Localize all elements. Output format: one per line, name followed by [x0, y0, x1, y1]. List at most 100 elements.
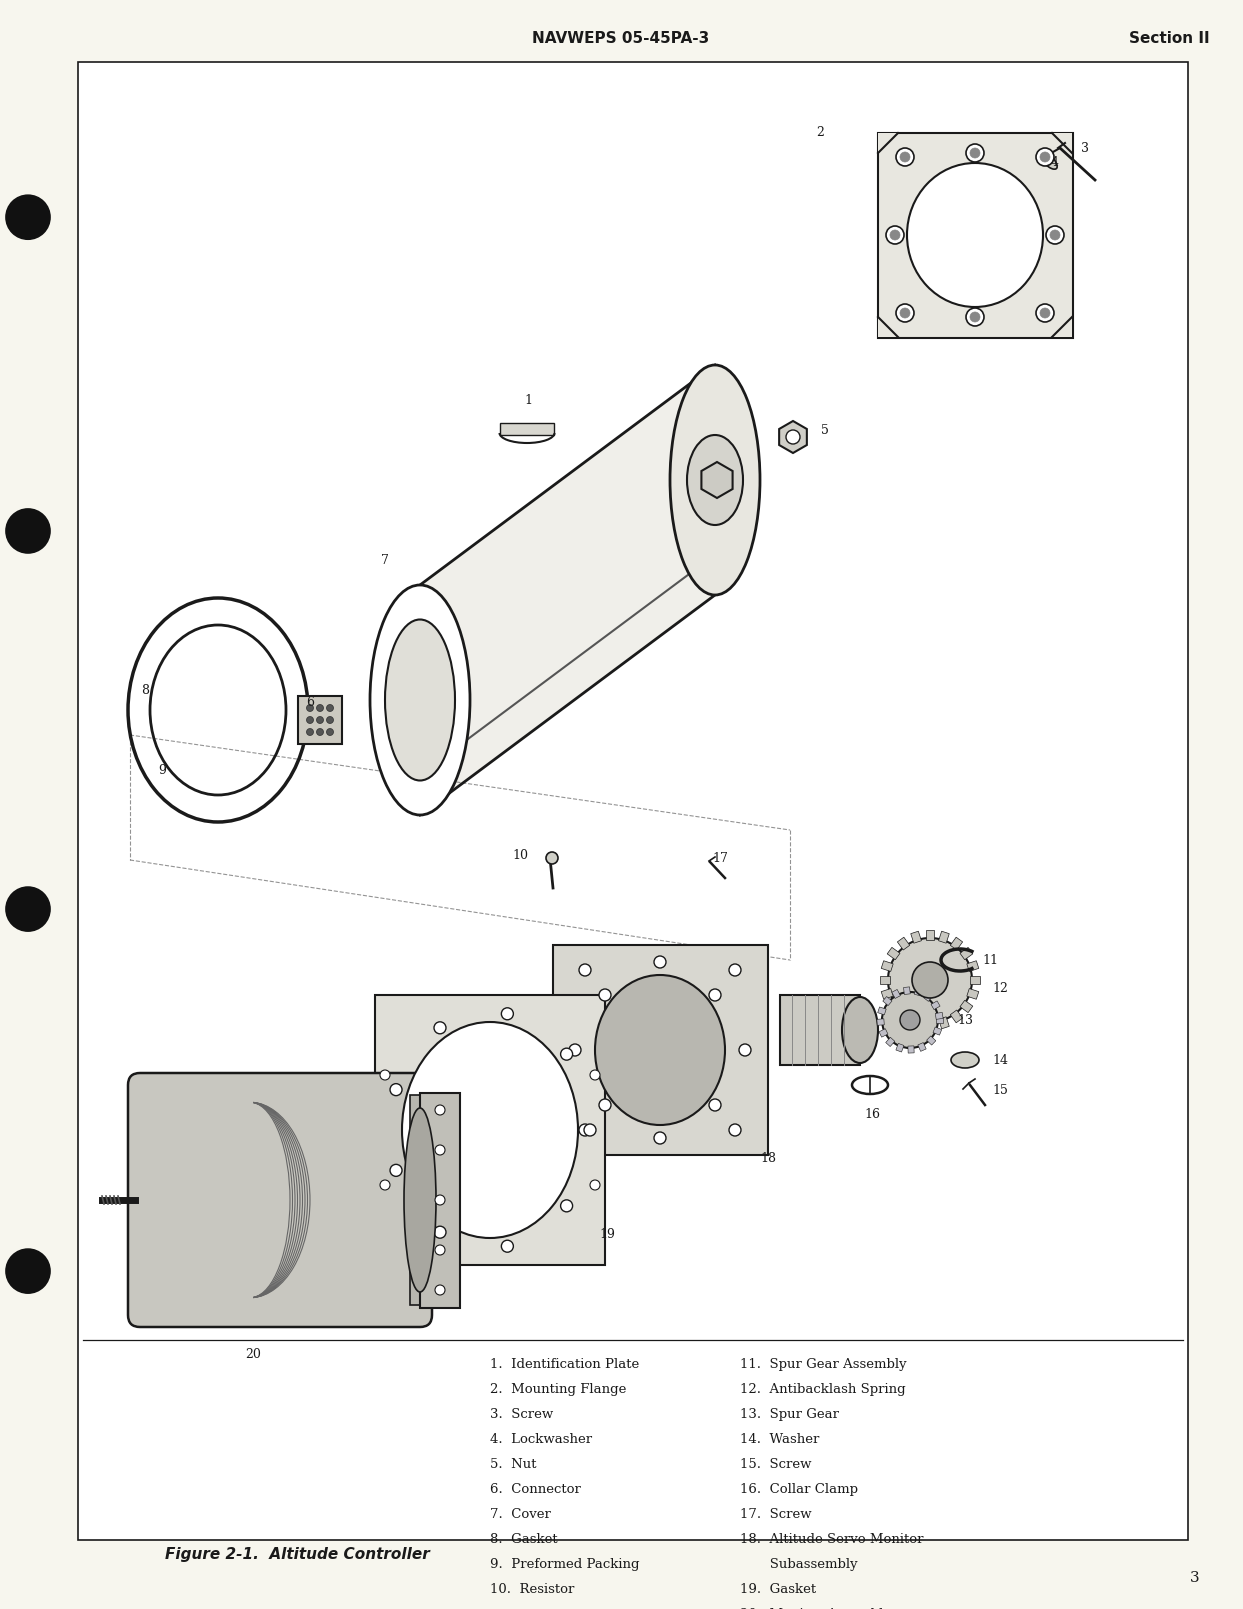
- Text: 20: 20: [245, 1348, 261, 1361]
- Text: Subassembly: Subassembly: [740, 1558, 858, 1570]
- Circle shape: [888, 938, 972, 1022]
- Text: 11.  Spur Gear Assembly: 11. Spur Gear Assembly: [740, 1358, 906, 1371]
- Polygon shape: [881, 988, 894, 999]
- Circle shape: [390, 1165, 401, 1176]
- Ellipse shape: [951, 1052, 979, 1068]
- Ellipse shape: [370, 586, 470, 816]
- Circle shape: [590, 1070, 600, 1080]
- Bar: [781, 994, 860, 1065]
- Text: 1: 1: [525, 394, 532, 407]
- Text: 5.  Nut: 5. Nut: [490, 1458, 537, 1471]
- Circle shape: [579, 1125, 590, 1136]
- Text: 10.  Resistor: 10. Resistor: [490, 1583, 574, 1596]
- Circle shape: [970, 312, 979, 322]
- Text: 13.  Spur Gear: 13. Spur Gear: [740, 1408, 839, 1421]
- Circle shape: [654, 956, 666, 969]
- Text: 15: 15: [992, 1083, 1008, 1096]
- Text: 13: 13: [957, 1014, 973, 1027]
- Circle shape: [966, 143, 984, 163]
- Circle shape: [561, 1047, 573, 1060]
- Text: 4: 4: [1052, 156, 1059, 169]
- Text: 14.  Washer: 14. Washer: [740, 1434, 819, 1446]
- Circle shape: [435, 1105, 445, 1115]
- Circle shape: [786, 430, 800, 444]
- Ellipse shape: [404, 1109, 436, 1292]
- Text: 12.  Antibacklash Spring: 12. Antibacklash Spring: [740, 1384, 906, 1397]
- Circle shape: [728, 964, 741, 977]
- Text: 4.  Lockwasher: 4. Lockwasher: [490, 1434, 592, 1446]
- Text: 12: 12: [992, 981, 1008, 994]
- Circle shape: [435, 1245, 445, 1255]
- Polygon shape: [960, 1001, 973, 1012]
- Polygon shape: [879, 1028, 888, 1038]
- Polygon shape: [878, 317, 897, 336]
- Polygon shape: [933, 1027, 942, 1035]
- Text: 18.  Altitude Servo Monitor: 18. Altitude Servo Monitor: [740, 1533, 924, 1546]
- Polygon shape: [970, 977, 979, 985]
- Circle shape: [307, 716, 313, 724]
- Polygon shape: [878, 1007, 886, 1015]
- Circle shape: [6, 508, 50, 553]
- Ellipse shape: [907, 163, 1043, 307]
- Circle shape: [896, 148, 914, 166]
- Ellipse shape: [401, 1022, 578, 1237]
- Circle shape: [1035, 304, 1054, 322]
- Text: 3: 3: [1081, 142, 1089, 154]
- Circle shape: [569, 1044, 580, 1056]
- Circle shape: [912, 962, 948, 998]
- Circle shape: [6, 195, 50, 240]
- Circle shape: [1040, 307, 1050, 319]
- Bar: [410, 1096, 430, 1305]
- Polygon shape: [911, 932, 921, 943]
- Ellipse shape: [385, 619, 455, 780]
- Bar: [375, 994, 605, 1265]
- Circle shape: [327, 716, 333, 724]
- Circle shape: [307, 729, 313, 735]
- Bar: [500, 423, 554, 434]
- Polygon shape: [888, 1001, 900, 1012]
- Polygon shape: [938, 932, 950, 943]
- Polygon shape: [876, 1018, 884, 1025]
- Polygon shape: [1052, 134, 1071, 153]
- FancyBboxPatch shape: [128, 1073, 433, 1327]
- Circle shape: [966, 307, 984, 327]
- Circle shape: [327, 705, 333, 711]
- Polygon shape: [951, 936, 962, 949]
- Circle shape: [6, 1249, 50, 1294]
- Ellipse shape: [687, 434, 743, 525]
- Text: 5: 5: [822, 423, 829, 436]
- Ellipse shape: [1039, 151, 1058, 169]
- Circle shape: [590, 1179, 600, 1191]
- Text: 15.  Screw: 15. Screw: [740, 1458, 812, 1471]
- Polygon shape: [1052, 317, 1071, 336]
- Circle shape: [435, 1286, 445, 1295]
- Polygon shape: [892, 990, 900, 999]
- Text: 16.  Collar Clamp: 16. Collar Clamp: [740, 1483, 858, 1496]
- Polygon shape: [911, 1017, 921, 1028]
- Circle shape: [434, 1226, 446, 1239]
- Circle shape: [307, 705, 313, 711]
- Circle shape: [584, 1125, 595, 1136]
- Polygon shape: [896, 1043, 904, 1052]
- Polygon shape: [938, 1017, 950, 1028]
- Ellipse shape: [670, 365, 759, 595]
- Circle shape: [501, 1007, 513, 1020]
- Bar: [420, 1093, 460, 1308]
- Bar: [878, 134, 1073, 338]
- Circle shape: [886, 225, 904, 245]
- Bar: [553, 944, 768, 1155]
- Ellipse shape: [595, 975, 725, 1125]
- Text: 3: 3: [1191, 1570, 1199, 1585]
- Circle shape: [501, 1241, 513, 1252]
- Polygon shape: [967, 988, 978, 999]
- Ellipse shape: [842, 998, 878, 1064]
- Text: 3.  Screw: 3. Screw: [490, 1408, 553, 1421]
- Circle shape: [1035, 148, 1054, 166]
- Polygon shape: [878, 134, 897, 153]
- Text: 7: 7: [382, 553, 389, 566]
- Polygon shape: [924, 993, 932, 1001]
- Circle shape: [390, 1083, 401, 1096]
- Polygon shape: [926, 1020, 933, 1030]
- Circle shape: [317, 716, 323, 724]
- Text: 14: 14: [992, 1054, 1008, 1067]
